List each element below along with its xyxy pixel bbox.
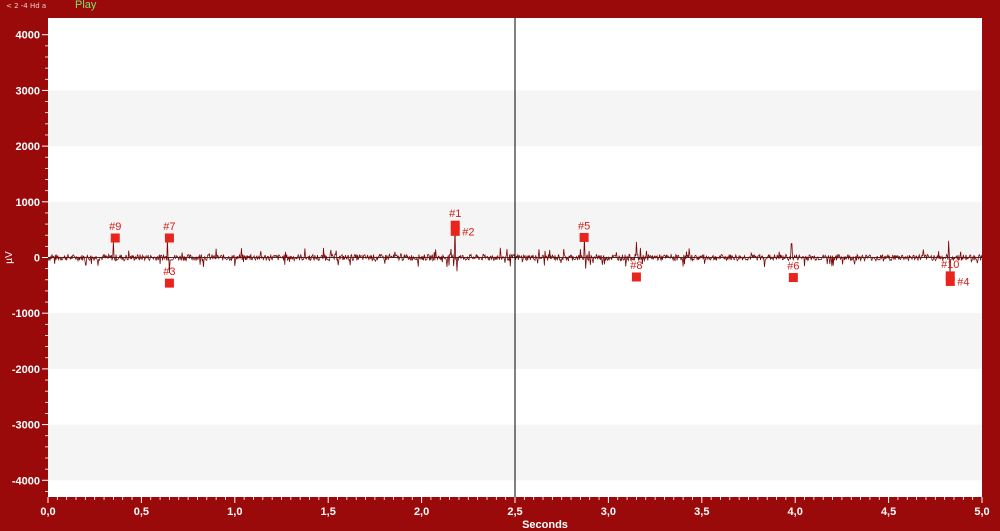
x-tick-label: 1,5 bbox=[321, 506, 336, 518]
event-marker-label: #8 bbox=[630, 260, 642, 272]
event-marker-label: #2 bbox=[462, 226, 474, 238]
y-tick-label: 2000 bbox=[16, 141, 40, 153]
y-tick-label: 3000 bbox=[16, 85, 40, 97]
event-marker[interactable] bbox=[945, 271, 955, 281]
event-marker-label: #10 bbox=[941, 259, 959, 271]
event-marker[interactable] bbox=[788, 273, 798, 283]
x-tick-label: 3,0 bbox=[601, 506, 616, 518]
event-marker[interactable] bbox=[164, 233, 174, 243]
event-marker-label: #6 bbox=[787, 261, 799, 273]
y-tick-label: -2000 bbox=[12, 364, 40, 376]
event-marker-label: #3 bbox=[163, 266, 175, 278]
x-tick-label: 3,5 bbox=[694, 506, 709, 518]
status-text: < 2 -4 Hd a bbox=[6, 2, 47, 10]
x-tick-label: 1,0 bbox=[227, 506, 242, 518]
x-tick-label: 2,5 bbox=[507, 506, 522, 518]
event-marker[interactable] bbox=[450, 226, 460, 236]
event-marker-label: #5 bbox=[578, 220, 590, 232]
x-tick-label: 5,0 bbox=[974, 506, 989, 518]
event-marker[interactable] bbox=[945, 276, 955, 286]
event-marker[interactable] bbox=[579, 232, 589, 242]
y-tick-label: -3000 bbox=[12, 420, 40, 432]
y-tick-label: -1000 bbox=[12, 308, 40, 320]
y-tick-label: -4000 bbox=[12, 475, 40, 487]
y-tick-label: 4000 bbox=[16, 30, 40, 42]
y-tick-label: 1000 bbox=[16, 197, 40, 209]
event-marker-label: #4 bbox=[957, 276, 969, 288]
y-tick-label: 0 bbox=[34, 253, 40, 265]
x-tick-label: 0,0 bbox=[40, 506, 55, 518]
event-marker-label: #9 bbox=[109, 221, 121, 233]
play-button[interactable]: Play bbox=[75, 0, 97, 11]
event-marker-label: #1 bbox=[449, 208, 461, 220]
x-axis-label: Seconds bbox=[522, 519, 568, 531]
x-tick-label: 0,5 bbox=[134, 506, 149, 518]
event-marker[interactable] bbox=[631, 272, 641, 282]
event-marker[interactable] bbox=[110, 233, 120, 243]
x-tick-label: 4,0 bbox=[788, 506, 803, 518]
event-marker-label: #7 bbox=[163, 221, 175, 233]
y-axis-label: µV bbox=[4, 251, 15, 264]
x-tick-label: 2,0 bbox=[414, 506, 429, 518]
x-tick-label: 4,5 bbox=[881, 506, 896, 518]
event-marker[interactable] bbox=[450, 220, 460, 230]
event-marker[interactable] bbox=[164, 278, 174, 288]
